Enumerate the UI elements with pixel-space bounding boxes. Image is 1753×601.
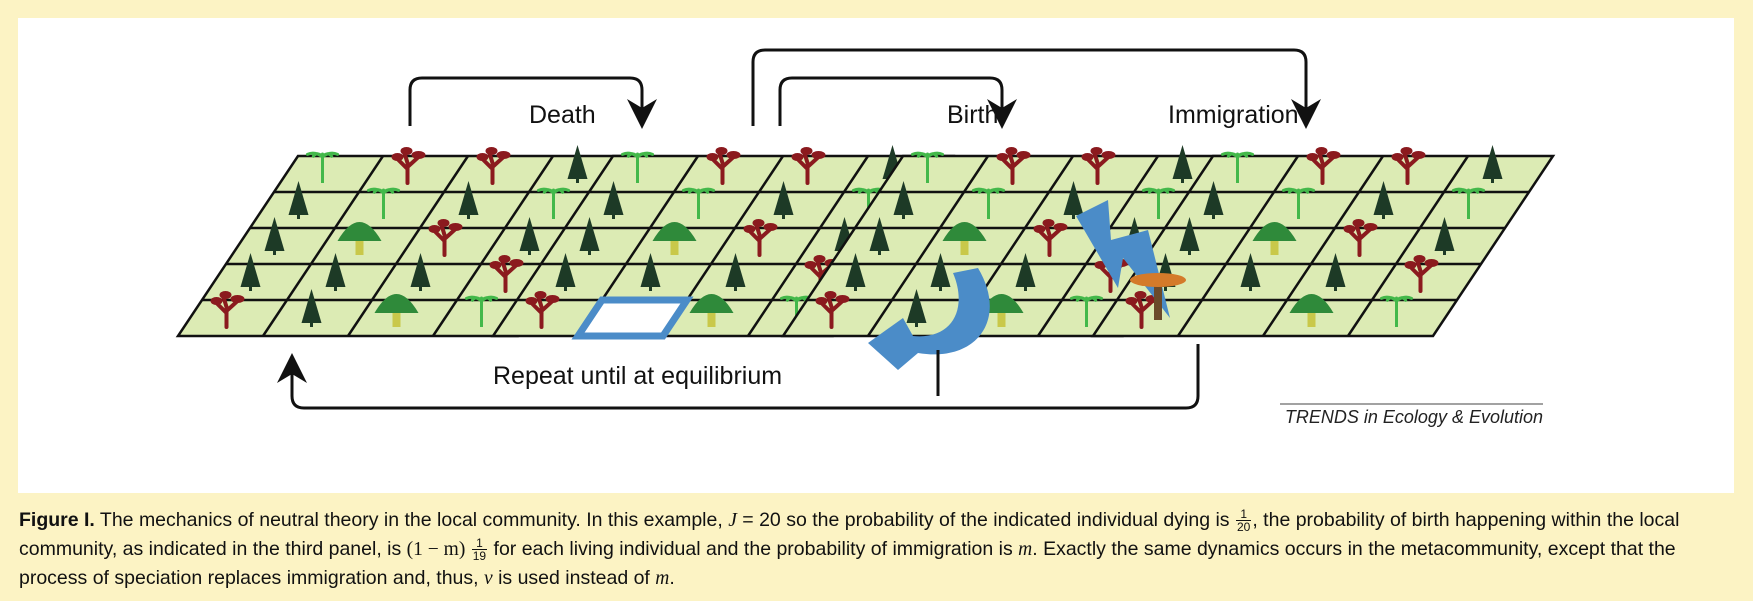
- caption-text-4: for each living individual and the proba…: [493, 538, 1013, 560]
- fraction-numerator: 1: [471, 537, 488, 551]
- death-label: Death: [529, 101, 596, 129]
- birth-arrow: [868, 268, 990, 370]
- immigrant-tree-trunk: [1154, 280, 1162, 320]
- caption-text-5: . Exactly the same dynamics occurs in th…: [19, 538, 1676, 589]
- caption-text-3: , the probability of birth happening wit…: [19, 509, 1680, 560]
- tree-glyphs: [815, 145, 1193, 329]
- fraction-numerator: 1: [1235, 508, 1252, 522]
- birth-label: Birth: [947, 101, 998, 129]
- birth-arrow-line: [778, 76, 1017, 129]
- fraction-one-nineteenth: 1 19: [471, 537, 488, 564]
- fraction-denominator: 19: [472, 549, 487, 564]
- caption-text-1: The mechanics of neutral theory in the l…: [99, 509, 723, 531]
- immigration-bolt: [1076, 200, 1170, 318]
- repeat-arrow-line: [277, 344, 1200, 410]
- fraction-denominator: 20: [1236, 520, 1251, 535]
- caption-text-7: .: [669, 567, 675, 589]
- grid-line: [746, 155, 870, 337]
- birth-expression: (1 − m): [406, 539, 466, 560]
- grid-line: [346, 155, 470, 337]
- figure-caption: Figure I. The mechanics of neutral theor…: [19, 506, 1739, 593]
- grid-line: [1176, 155, 1300, 337]
- journal-credit: TRENDS in Ecology & Evolution: [1285, 407, 1543, 427]
- J-symbol: J: [728, 510, 737, 531]
- caption-text-6: is used instead of: [498, 567, 650, 589]
- m-symbol: m: [1018, 539, 1033, 560]
- repeat-label: Repeat until at equilibrium: [493, 362, 782, 390]
- community-grid-panel: [1076, 145, 1556, 338]
- grid-line: [261, 155, 385, 337]
- immigrant-tree-crown: [1130, 273, 1186, 287]
- grid-line: [1261, 155, 1385, 337]
- figure-panel: Death Birth Immigration Repeat until at …: [18, 18, 1734, 493]
- immigration-arrow-line: [751, 48, 1321, 129]
- figure-label: Figure I.: [19, 509, 95, 531]
- grid-line: [431, 155, 555, 337]
- immigration-label: Immigration: [1168, 101, 1299, 129]
- m-symbol: m: [655, 568, 670, 589]
- grid-line: [866, 155, 990, 337]
- fraction-one-twentieth: 1 20: [1235, 508, 1252, 535]
- neutral-theory-diagram: Death Birth Immigration Repeat until at …: [175, 48, 1556, 427]
- connectors-layer: [277, 48, 1321, 410]
- caption-text-2: = 20 so the probability of the indicated…: [742, 509, 1230, 531]
- panels-layer: [175, 145, 1556, 370]
- grid-line: [1346, 155, 1470, 337]
- nu-symbol: ν: [484, 568, 493, 589]
- death-arrow: [408, 76, 657, 129]
- labels-layer: Death Birth Immigration Repeat until at …: [493, 101, 1543, 427]
- tree-glyphs: [210, 145, 588, 329]
- death-cell-highlight: [571, 296, 694, 340]
- tree-glyphs: [1125, 145, 1503, 329]
